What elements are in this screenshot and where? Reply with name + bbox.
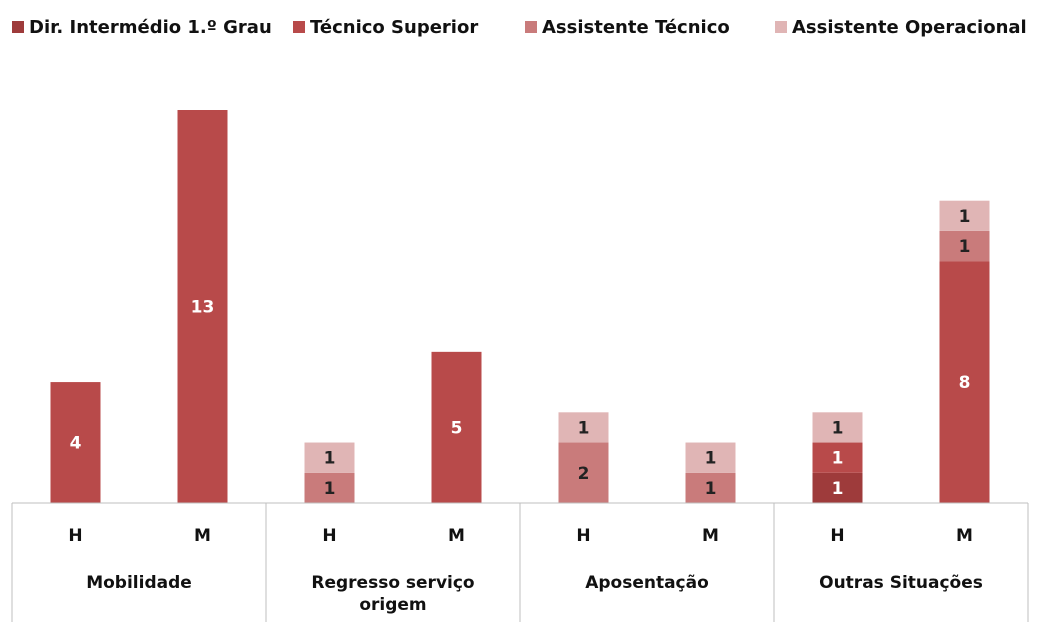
data-label: 8: [959, 373, 971, 393]
group-label: Regresso serviço origem: [311, 573, 475, 615]
x-tick-label: M: [956, 526, 973, 546]
legend-label: Técnico Superior: [310, 17, 478, 38]
bar-segment: [50, 382, 101, 503]
group-label-box: Outras Situações: [819, 573, 983, 593]
legend-label: Assistente Operacional: [792, 17, 1027, 38]
data-label: 1: [578, 418, 590, 438]
data-label: 1: [705, 449, 717, 469]
data-label: 1: [324, 479, 336, 499]
data-label: 1: [959, 207, 971, 227]
bar-segment: [685, 442, 736, 473]
bar-segment: [177, 110, 228, 503]
data-label: 1: [324, 449, 336, 469]
bar-segment: [685, 472, 736, 503]
legend-swatch: [293, 21, 305, 33]
legend-swatch: [775, 21, 787, 33]
x-tick-label: M: [194, 526, 211, 546]
x-tick-label: M: [448, 526, 465, 546]
bar-segment: [939, 261, 990, 503]
bar-segment: [431, 351, 482, 503]
x-tick-label: H: [68, 526, 82, 546]
bar-segment: [304, 442, 355, 473]
x-tick-label: H: [830, 526, 844, 546]
bar-segment: [812, 442, 863, 473]
legend-label: Dir. Intermédio 1.º Grau: [29, 17, 272, 38]
group-label-box: Regresso serviço origem: [311, 573, 475, 615]
legend-swatch: [12, 21, 24, 33]
bar-segment: [812, 412, 863, 443]
data-label: 13: [191, 298, 215, 318]
group-label-box: Aposentação: [585, 573, 709, 593]
bar-segment: [558, 442, 609, 503]
x-tick-label: M: [702, 526, 719, 546]
group-label: Mobilidade: [86, 573, 192, 593]
data-label: 1: [959, 237, 971, 257]
bar-segment: [939, 200, 990, 231]
data-label: 5: [451, 418, 463, 438]
data-label: 2: [578, 464, 590, 484]
data-label: 1: [832, 479, 844, 499]
bar-segment: [304, 472, 355, 503]
legend-swatch: [525, 21, 537, 33]
group-label: Aposentação: [585, 573, 709, 593]
data-label: 1: [832, 449, 844, 469]
group-label: Outras Situações: [819, 573, 983, 593]
data-label: 4: [70, 434, 82, 454]
legend-label: Assistente Técnico: [542, 17, 730, 38]
bar-segment: [558, 412, 609, 443]
x-tick-label: H: [576, 526, 590, 546]
data-label: 1: [832, 418, 844, 438]
bar-segment: [812, 472, 863, 503]
bar-segment: [939, 230, 990, 262]
group-label-box: Mobilidade: [86, 573, 192, 593]
data-label: 1: [705, 479, 717, 499]
x-tick-label: H: [322, 526, 336, 546]
